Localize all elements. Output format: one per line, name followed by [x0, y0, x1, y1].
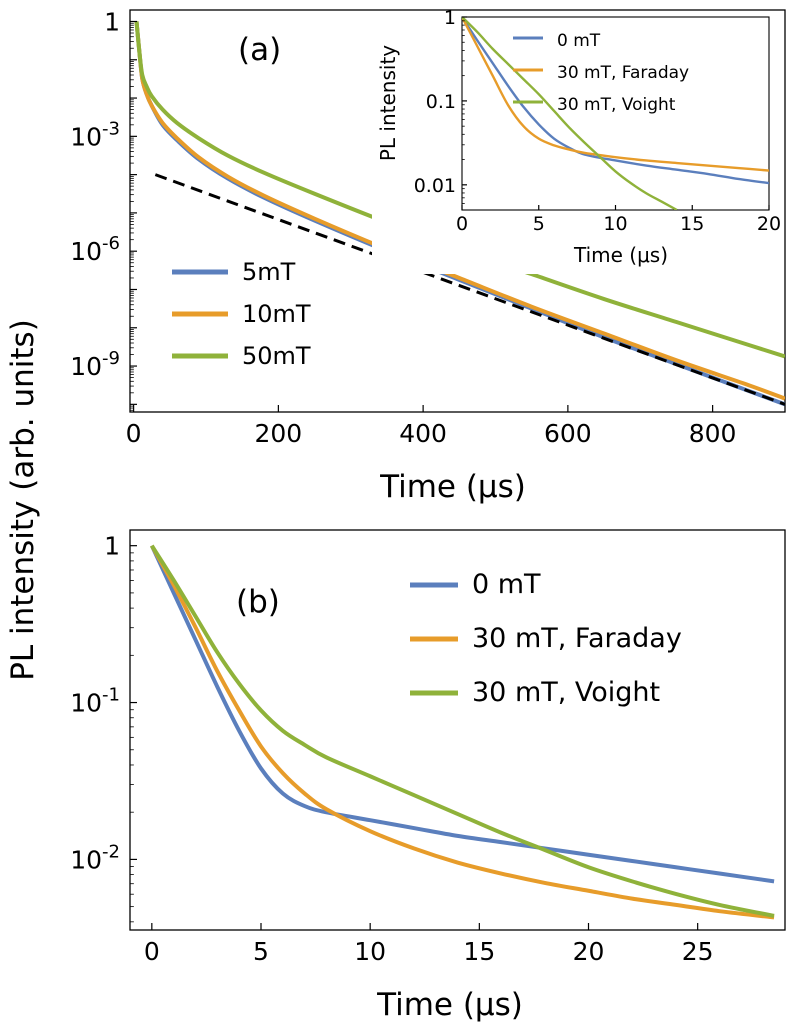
shared-y-axis-title: PL intensity (arb. units)	[5, 319, 41, 681]
panel-a-y-tick-label: 1	[104, 7, 120, 36]
inset-background	[372, 12, 777, 274]
panel-b-x-tick-label: 0	[144, 937, 160, 966]
panel-b-y-tick-label: 10-2	[70, 841, 120, 874]
panel-b-y-tick-label: 1	[104, 532, 120, 561]
panel-b-y-tick-exponent: -2	[102, 841, 120, 862]
panel-a-legend: 5mT 10mT 50mT	[172, 258, 311, 370]
panel-a-x-axis-title: Time (μs)	[379, 469, 526, 505]
panel-b-y-tick-label: 10-1	[70, 685, 120, 718]
panel-b-x-tick-label: 5	[253, 937, 269, 966]
inset-x-tick-label: 10	[603, 213, 627, 235]
panel-a-x-tick-label: 600	[544, 419, 592, 448]
inset-series-group	[462, 17, 769, 210]
inset-y-tick-label: 0.01	[414, 175, 456, 197]
panel-b-y-tick-exponent: -1	[102, 685, 120, 706]
panel-b-y-tick-base: 10	[70, 845, 102, 874]
panel-a-x-tick-label: 400	[399, 419, 447, 448]
panel-b-legend: 0 mT 30 mT, Faraday 30 mT, Voight	[410, 569, 682, 708]
panel-a-series-line-50mt	[134, 21, 785, 359]
inset-legend: 0 mT 30 mT, Faraday 30 mT, Voight	[513, 31, 689, 115]
inset-y-tick-label: 1	[444, 7, 456, 29]
panel-b-legend-label: 0 mT	[472, 569, 541, 600]
panel-b-y-tick-base: 10	[70, 689, 102, 718]
panel-a-y-tick-label: 10-9	[70, 348, 120, 381]
inset-legend-label: 30 mT, Faraday	[557, 63, 689, 83]
panel-b-x-tick-label: 25	[682, 937, 714, 966]
inset-legend-label: 0 mT	[557, 31, 601, 51]
panel-a-series-line-reference-dashed	[154, 173, 785, 406]
panel-b-y-tick-base: 1	[104, 532, 120, 561]
panel-b-label: (b)	[236, 584, 280, 620]
panel-a-y-tick-exponent: -9	[102, 348, 120, 369]
panel-a-y-tick-base: 10	[70, 237, 102, 266]
panel-b-x-tick-label: 15	[463, 937, 495, 966]
panel-a-y-tick-base: 1	[104, 7, 120, 36]
inset-x-tick-label: 15	[680, 213, 704, 235]
panel-a-y-tick-base: 10	[70, 122, 102, 151]
panel-b-series-group	[150, 544, 775, 920]
panel-b-legend-label: 30 mT, Voight	[472, 677, 660, 708]
panel-a-x-tick-label: 0	[126, 419, 142, 448]
panel-a-legend-label: 5mT	[242, 258, 296, 286]
panel-a-x-tick-label: 200	[255, 419, 303, 448]
panel-a-series-line-10mt	[134, 21, 785, 401]
panel-a-legend-label: 50mT	[242, 342, 311, 370]
panel-b-series-line-0-mt	[150, 544, 775, 884]
panel-a-y-tick-exponent: -3	[102, 118, 120, 139]
inset-y-axis-title: PL intensity	[376, 45, 400, 161]
panel-a-legend-label: 10mT	[242, 300, 311, 328]
inset-legend-label: 30 mT, Voight	[557, 95, 676, 115]
inset-x-axis-title: Time (μs)	[573, 243, 668, 267]
panel-a-y-tick-exponent: -6	[102, 233, 120, 254]
inset-x-tick-label: 5	[533, 213, 545, 235]
inset-plot-area: 0 5 10 15 20 1 0.1 0.01	[414, 7, 781, 235]
inset-series-line-0-mt	[462, 17, 769, 185]
inset-x-tick-label: 20	[757, 213, 781, 235]
panel-b-x-tick-label: 20	[573, 937, 605, 966]
panel-b-x-axis-title: Time (μs)	[376, 987, 523, 1023]
panel-b-frame	[129, 529, 786, 931]
panel-a-y-tick-base: 10	[70, 352, 102, 381]
panel-a-x-tick-label: 800	[689, 419, 737, 448]
panel-b-series-line-30-mt-voight	[150, 544, 775, 918]
inset-x-tick-label: 0	[456, 213, 468, 235]
panel-a-series-group	[134, 21, 785, 407]
panel-a-y-tick-label: 10-3	[70, 118, 120, 151]
panel-b-legend-label: 30 mT, Faraday	[472, 623, 682, 654]
panel-b-x-tick-label: 10	[354, 937, 386, 966]
panel-a-frame	[129, 9, 786, 413]
panel-a-label: (a)	[238, 32, 281, 68]
inset-series-line-30-mt-voight	[462, 17, 678, 210]
inset-y-tick-label: 0.1	[426, 91, 456, 113]
panel-a-y-tick-label: 10-6	[70, 233, 120, 266]
inset-series-line-30-mt-faraday	[462, 17, 769, 172]
panel-b-series-line-30-mt-faraday	[150, 544, 775, 920]
